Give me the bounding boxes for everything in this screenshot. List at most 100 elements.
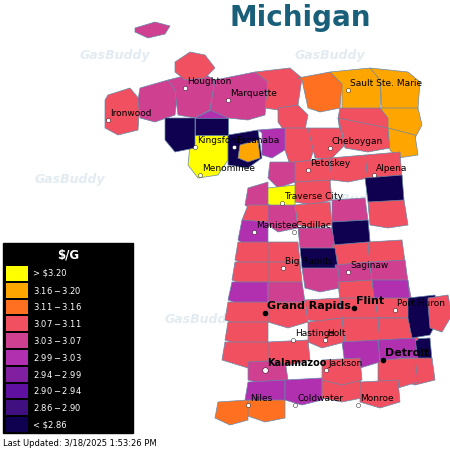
Polygon shape [330, 68, 382, 112]
Polygon shape [248, 360, 288, 385]
Text: Manistee: Manistee [256, 221, 297, 230]
Text: Traverse City: Traverse City [284, 192, 343, 201]
Text: Jackson: Jackson [328, 359, 362, 368]
Polygon shape [308, 128, 345, 160]
Text: Alpena: Alpena [376, 164, 407, 173]
Bar [3, 243, 133, 433]
Polygon shape [298, 72, 342, 112]
Text: Flint: Flint [356, 296, 384, 306]
Polygon shape [285, 378, 322, 405]
Bar [6, 417, 28, 432]
Polygon shape [295, 202, 332, 228]
Text: Coldwater: Coldwater [297, 394, 343, 403]
Polygon shape [340, 298, 378, 322]
Polygon shape [335, 262, 372, 288]
Polygon shape [322, 358, 362, 385]
Polygon shape [268, 162, 295, 188]
Text: GasBuddy: GasBuddy [165, 314, 235, 327]
Polygon shape [285, 128, 315, 165]
Polygon shape [330, 155, 368, 182]
Polygon shape [195, 118, 228, 135]
Text: Last Updated: 3/18/2025 1:53:26 PM: Last Updated: 3/18/2025 1:53:26 PM [3, 438, 157, 447]
Polygon shape [245, 182, 268, 212]
Polygon shape [380, 108, 422, 140]
Polygon shape [408, 295, 440, 338]
Polygon shape [322, 375, 362, 402]
Text: < $2.86: < $2.86 [33, 420, 67, 429]
Polygon shape [338, 118, 390, 152]
Polygon shape [370, 68, 420, 115]
Polygon shape [268, 262, 302, 288]
Text: GasBuddy: GasBuddy [325, 314, 395, 327]
Polygon shape [138, 80, 178, 122]
Text: Petoskey: Petoskey [310, 159, 350, 168]
Bar [6, 266, 28, 281]
Polygon shape [168, 72, 215, 118]
Text: $3.11 - $3.16: $3.11 - $3.16 [33, 302, 82, 312]
Polygon shape [188, 135, 228, 178]
Text: Ironwood: Ironwood [110, 109, 152, 118]
Polygon shape [375, 298, 412, 322]
Text: Kalamazoo: Kalamazoo [267, 358, 326, 368]
Text: $3.03 - $3.07: $3.03 - $3.07 [33, 335, 82, 346]
Polygon shape [302, 268, 340, 292]
Text: $2.90 - $2.94: $2.90 - $2.94 [33, 386, 82, 396]
Text: $2.99 - $3.03: $2.99 - $3.03 [33, 352, 82, 363]
Polygon shape [268, 302, 308, 328]
Polygon shape [388, 128, 418, 158]
Polygon shape [375, 338, 418, 362]
Text: Saginaw: Saginaw [350, 261, 388, 270]
Polygon shape [222, 342, 268, 368]
Text: Houghton: Houghton [187, 77, 231, 86]
Polygon shape [258, 128, 288, 158]
Text: Escanaba: Escanaba [236, 136, 279, 145]
Polygon shape [238, 140, 260, 162]
Polygon shape [268, 282, 305, 308]
Text: $3.07 - $3.11: $3.07 - $3.11 [33, 318, 82, 329]
Polygon shape [228, 130, 262, 168]
Polygon shape [338, 280, 375, 305]
Polygon shape [295, 158, 332, 185]
Text: Niles: Niles [250, 394, 272, 403]
Text: Grand Rapids: Grand Rapids [267, 301, 351, 311]
Polygon shape [268, 205, 298, 232]
Polygon shape [268, 242, 300, 268]
Polygon shape [242, 205, 268, 228]
Bar [6, 367, 28, 382]
Bar [6, 333, 28, 348]
Polygon shape [365, 152, 402, 182]
Polygon shape [210, 72, 268, 120]
Polygon shape [265, 185, 295, 210]
Text: $/G: $/G [57, 248, 79, 261]
Polygon shape [298, 228, 335, 252]
Polygon shape [398, 358, 435, 385]
Polygon shape [225, 302, 268, 328]
Text: Big Rapids: Big Rapids [285, 257, 333, 266]
Text: Sault Ste. Marie: Sault Ste. Marie [350, 79, 422, 88]
Polygon shape [295, 180, 332, 205]
Text: Menominee: Menominee [202, 164, 255, 173]
Polygon shape [332, 198, 368, 225]
Polygon shape [378, 318, 418, 345]
Polygon shape [370, 260, 408, 285]
Text: Port Huron: Port Huron [397, 299, 445, 308]
Text: Marquette: Marquette [230, 89, 277, 98]
Polygon shape [308, 318, 345, 348]
Text: Cadillac: Cadillac [296, 221, 332, 230]
Text: Detroit: Detroit [385, 348, 429, 358]
Polygon shape [360, 380, 400, 408]
Polygon shape [300, 248, 338, 272]
Polygon shape [235, 242, 268, 268]
Polygon shape [135, 22, 170, 38]
Polygon shape [332, 220, 370, 248]
Polygon shape [228, 282, 268, 308]
Polygon shape [428, 295, 450, 332]
Polygon shape [395, 338, 432, 365]
Polygon shape [255, 68, 302, 110]
Bar [6, 283, 28, 297]
Text: $2.94 - $2.99: $2.94 - $2.99 [33, 369, 82, 380]
Polygon shape [245, 400, 285, 422]
Text: Michigan: Michigan [229, 4, 371, 32]
Polygon shape [388, 282, 412, 308]
Text: GasBuddy: GasBuddy [35, 174, 105, 186]
